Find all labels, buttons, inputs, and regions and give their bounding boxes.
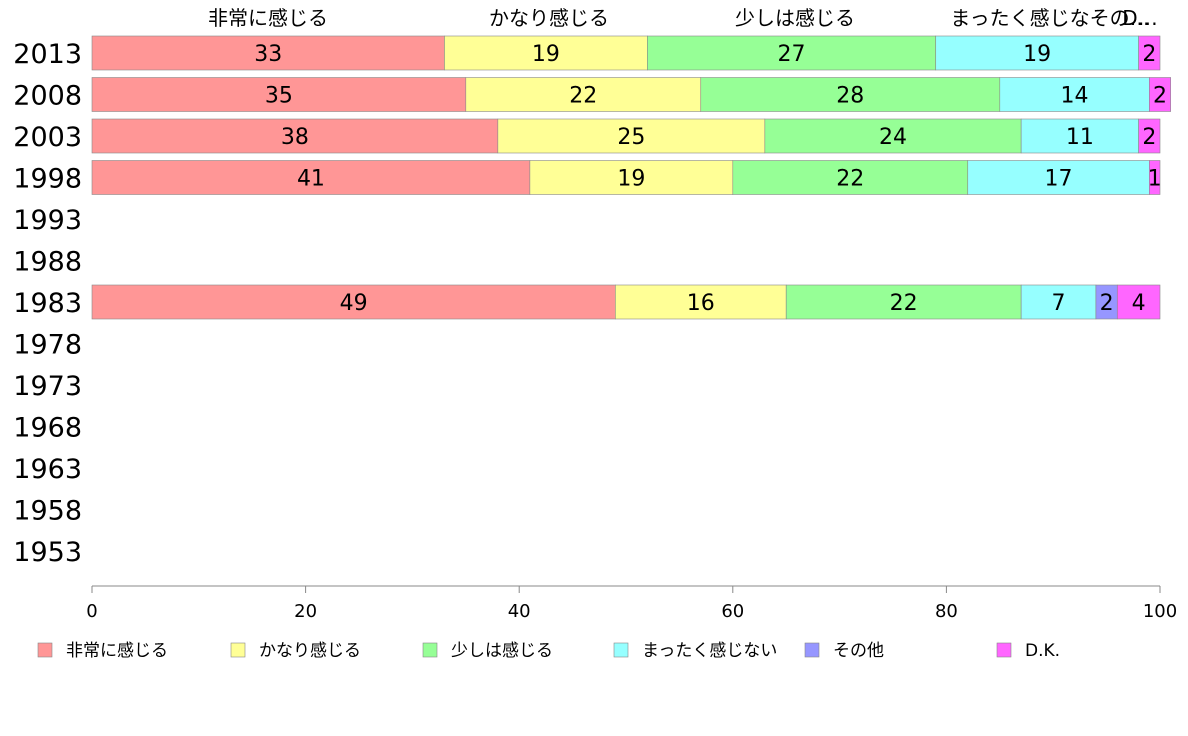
legend-label: 少しは感じる	[451, 641, 553, 661]
data-label: 24	[879, 125, 907, 150]
data-label: 38	[281, 125, 309, 150]
bar-segment	[615, 284, 787, 320]
data-label: 2	[1100, 291, 1114, 316]
x-tick-label: 100	[1143, 601, 1177, 622]
top-label: D…	[1122, 6, 1157, 30]
legend-label: 非常に感じる	[66, 641, 168, 661]
top-category-labels: 非常に感じる かなり感じる 少しは感じる まったく感じなその…D…	[208, 6, 1158, 30]
year-label: 1968	[13, 413, 82, 444]
legend: 非常に感じる かなり感じる 少しは感じる まったく感じない その他 D.K.	[37, 641, 1060, 661]
year-label: 2003	[13, 122, 82, 153]
top-label: 少しは感じる	[735, 6, 855, 30]
bar-segment	[1116, 284, 1161, 320]
year-label: 1963	[13, 454, 82, 485]
bar-segment	[647, 35, 937, 71]
year-label: 1993	[13, 205, 82, 236]
x-tick-label: 20	[294, 601, 317, 622]
legend-swatch	[613, 642, 629, 658]
data-label: 49	[340, 291, 368, 316]
bar-segment	[1020, 118, 1139, 154]
bar-segment	[1149, 77, 1171, 112]
data-label: 28	[836, 84, 864, 109]
data-label: 1	[1148, 167, 1162, 192]
top-label: 非常に感じる	[208, 6, 328, 30]
data-label: 22	[569, 84, 597, 109]
data-label: 2	[1142, 125, 1156, 150]
bar-segment	[529, 160, 734, 195]
data-label: 22	[836, 167, 864, 192]
year-label: 2008	[13, 81, 82, 112]
year-label: 1978	[13, 330, 82, 361]
bar-segment	[444, 35, 648, 71]
bar-segment	[700, 77, 1001, 112]
data-label: 14	[1061, 84, 1089, 109]
bar-segment	[764, 118, 1022, 154]
data-label: 35	[265, 84, 293, 109]
bar-segment	[91, 160, 531, 195]
top-label: まったく感じなその…	[950, 6, 1149, 30]
data-label: 2	[1142, 42, 1156, 67]
year-label: 2013	[13, 39, 82, 70]
bar-segment	[1138, 35, 1161, 71]
bar-segment	[91, 77, 467, 112]
year-label: 1953	[13, 537, 82, 568]
data-label: 27	[778, 42, 806, 67]
bar-segment	[999, 77, 1150, 112]
data-label: 19	[617, 167, 645, 192]
bar-segment	[935, 35, 1139, 71]
legend-swatch	[804, 642, 820, 658]
x-tick-label: 0	[86, 601, 97, 622]
bar-segment	[91, 35, 445, 71]
data-label: 19	[1023, 42, 1051, 67]
x-tick-label: 80	[935, 601, 958, 622]
data-label: 33	[254, 42, 282, 67]
legend-swatch	[422, 642, 438, 658]
data-label: 19	[532, 42, 560, 67]
data-label: 41	[297, 167, 325, 192]
legend-label: D.K.	[1025, 641, 1060, 661]
year-label: 1983	[13, 288, 82, 319]
data-label: 2	[1153, 84, 1167, 109]
bar-segment	[91, 118, 499, 154]
bars: 33 19 27 19 235 22 28 14 238 25 24 11 241 19 22 17 149 16…	[91, 35, 1171, 320]
year-label: 1973	[13, 371, 82, 402]
data-label: 11	[1066, 125, 1094, 150]
bar-segment	[1138, 118, 1161, 154]
bar-segment	[1149, 160, 1161, 195]
top-label: かなり感じる	[489, 6, 609, 30]
bar-segment	[465, 77, 702, 112]
year-label: 1958	[13, 496, 82, 527]
legend-swatch	[37, 642, 53, 658]
bar-segment	[785, 284, 1022, 320]
data-label: 7	[1052, 291, 1066, 316]
data-label: 17	[1045, 167, 1073, 192]
legend-swatch	[996, 642, 1012, 658]
x-tick-label: 40	[508, 601, 531, 622]
data-label: 25	[617, 125, 645, 150]
legend-label: その他	[833, 641, 884, 661]
data-label: 16	[687, 291, 715, 316]
data-label: 4	[1132, 291, 1146, 316]
legend-label: まったく感じない	[642, 641, 777, 661]
legend-swatch	[230, 642, 246, 658]
bar-segment	[1020, 284, 1097, 320]
bar-segment	[732, 160, 969, 195]
bar-segment	[497, 118, 766, 154]
year-label: 1998	[13, 164, 82, 195]
x-tick-label: 60	[721, 601, 744, 622]
bar-segment	[967, 160, 1150, 195]
x-axis: 0 20 40 60 80 100	[86, 585, 1177, 622]
data-label: 22	[890, 291, 918, 316]
year-axis-labels: 2013 2008 2003 1998 1993 1988 1983 1978 1973 1968…	[13, 39, 82, 568]
legend-label: かなり感じる	[259, 641, 361, 661]
year-label: 1988	[13, 247, 82, 278]
